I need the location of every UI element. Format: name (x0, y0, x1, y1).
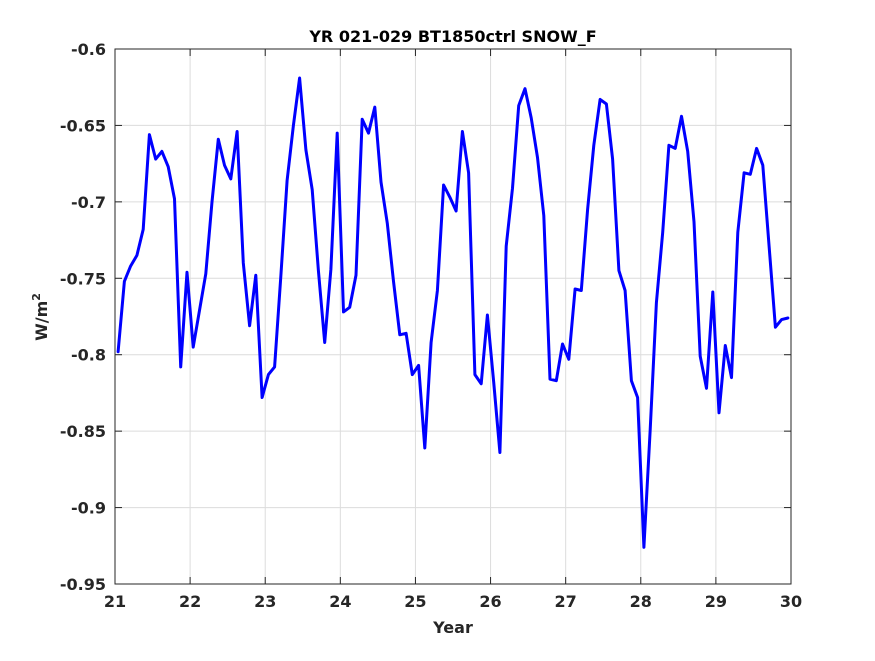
y-tick-label: -0.8 (71, 346, 106, 365)
x-tick-label: 26 (479, 592, 501, 611)
x-tick-label: 27 (555, 592, 577, 611)
y-tick-label: -0.85 (60, 422, 106, 441)
y-tick-label: -0.65 (60, 116, 106, 135)
axes-box (114, 48, 792, 585)
data-layer (116, 76, 790, 549)
y-axis-title-superscript: 2 (30, 293, 43, 301)
y-tick-label: -0.9 (71, 499, 106, 518)
x-tick-label: 21 (104, 592, 126, 611)
y-tick-label: -0.7 (71, 193, 106, 212)
y-axis-title-base: W/m (32, 301, 51, 341)
x-tick-label: 29 (705, 592, 727, 611)
x-tick-label: 24 (329, 592, 351, 611)
axis-ticks: 21 22 23 24 25 26 27 28 29 30 -0.6 -0.65 -0.7 -0.75 -0… (60, 40, 802, 611)
y-axis-title: W/m2 (30, 293, 51, 341)
x-tick-label: 28 (630, 592, 652, 611)
x-tick-label: 30 (780, 592, 802, 611)
x-tick-label: 23 (254, 592, 276, 611)
y-tick-label: -0.95 (60, 575, 106, 594)
x-tick-label: 22 (179, 592, 201, 611)
plot-area (115, 49, 791, 584)
chart-title: YR 021-029 BT1850ctrl SNOW_F (308, 27, 596, 46)
series-line (116, 76, 790, 549)
x-tick-label: 25 (404, 592, 426, 611)
y-tick-label: -0.6 (71, 40, 106, 59)
y-tick-label: -0.75 (60, 269, 106, 288)
x-axis-title: Year (432, 618, 473, 637)
